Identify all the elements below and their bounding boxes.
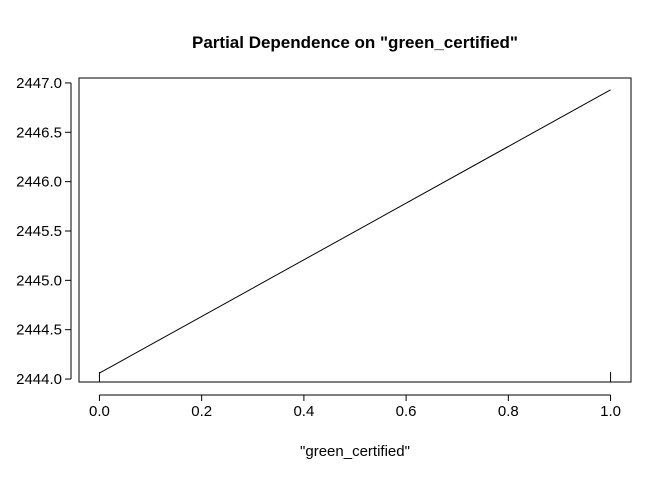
rug-marks	[98, 372, 612, 382]
series-lines	[99, 89, 611, 374]
y-tick-label: 2444.5	[16, 322, 62, 339]
x-tick-label: 0.4	[293, 403, 314, 420]
y-tick-label: 2445.0	[16, 272, 62, 289]
y-axis: 2444.0 2444.5 2445.0 2445.5 2446.0 2446.5 2447…	[16, 75, 72, 388]
y-tick-label: 2444.0	[16, 371, 62, 388]
x-axis-label: "green_certified"	[300, 443, 410, 460]
x-tick-label: 0.2	[191, 403, 212, 420]
plot-frame	[78, 77, 632, 383]
x-tick-label: 0.0	[89, 403, 110, 420]
x-tick-label: 0.8	[498, 403, 519, 420]
y-tick-label: 2447.0	[16, 75, 62, 92]
y-tick-label: 2445.5	[16, 223, 62, 240]
x-axis: 0.0 0.2 0.4 0.6 0.8 1.0	[89, 394, 621, 420]
series-line	[99, 89, 611, 374]
chart-title: Partial Dependence on "green_certified"	[192, 33, 518, 52]
y-tick-label: 2446.5	[16, 124, 62, 141]
x-tick-label: 1.0	[600, 403, 621, 420]
x-tick-label: 0.6	[396, 403, 417, 420]
y-tick-label: 2446.0	[16, 174, 62, 191]
